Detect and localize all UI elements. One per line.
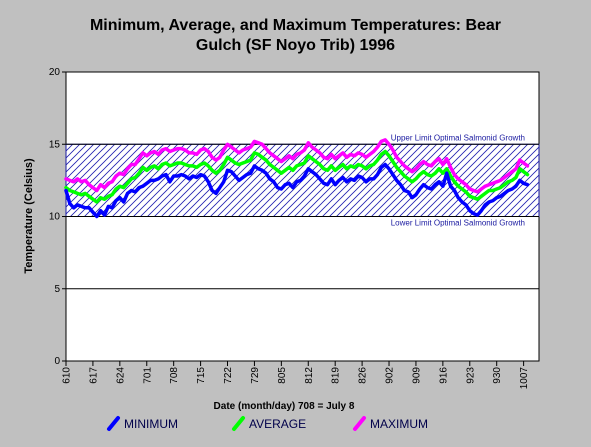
- x-tick-label: 909: [411, 367, 422, 384]
- y-tick-label: 5: [54, 284, 60, 295]
- y-tick-label: 10: [49, 212, 61, 223]
- legend-label-average: AVERAGE: [249, 417, 306, 431]
- x-tick-label: 715: [196, 367, 207, 384]
- chart-title: Minimum, Average, and Maximum Temperatur…: [0, 16, 591, 56]
- x-tick-label: 1007: [519, 367, 530, 390]
- x-tick-label: 819: [331, 367, 342, 384]
- x-tick-label: 930: [492, 367, 503, 384]
- lower-limit-label: Lower Limit Optimal Salmonid Growth: [391, 219, 525, 228]
- legend-label-minimum: MINIMUM: [124, 417, 178, 431]
- chart-title-line-1: Minimum, Average, and Maximum Temperatur…: [89, 17, 502, 34]
- x-tick-label: 708: [169, 367, 180, 384]
- y-tick-label: 0: [54, 356, 60, 367]
- x-tick-label: 902: [385, 367, 396, 384]
- x-tick-label: 805: [277, 367, 288, 384]
- legend-swatch-maximum: [353, 416, 366, 431]
- y-axis-label: Temperature (Celsius): [23, 158, 35, 274]
- series-line-minimum: [64, 162, 530, 219]
- x-tick-label: 923: [465, 367, 476, 384]
- legend-swatch-average: [232, 416, 245, 431]
- x-tick-label: 729: [250, 367, 261, 384]
- x-tick-label: 617: [88, 367, 99, 384]
- series-line-average: [64, 149, 530, 204]
- x-tick-label: 826: [358, 367, 369, 384]
- y-tick-label: 15: [49, 139, 61, 150]
- x-tick-label: 624: [115, 367, 126, 384]
- x-tick-label: 722: [223, 367, 234, 384]
- legend-label-maximum: MAXIMUM: [370, 417, 428, 431]
- x-tick-label: 812: [304, 367, 315, 384]
- upper-limit-label: Upper Limit Optimal Salmonid Growth: [391, 133, 525, 142]
- x-tick-label: 701: [142, 367, 153, 384]
- series-line-maximum: [64, 138, 530, 194]
- x-tick-label: 916: [438, 367, 449, 384]
- legend: MINIMUM AVERAGE MAXIMUM: [107, 416, 428, 431]
- chart-title-line-2: Gulch (SF Noyo Trib) 1996: [195, 37, 396, 54]
- x-axis-label: Date (month/day) 708 = July 8: [214, 401, 355, 412]
- x-tick-label: 610: [62, 367, 73, 384]
- legend-swatch-minimum: [107, 416, 120, 431]
- y-tick-label: 20: [49, 67, 61, 78]
